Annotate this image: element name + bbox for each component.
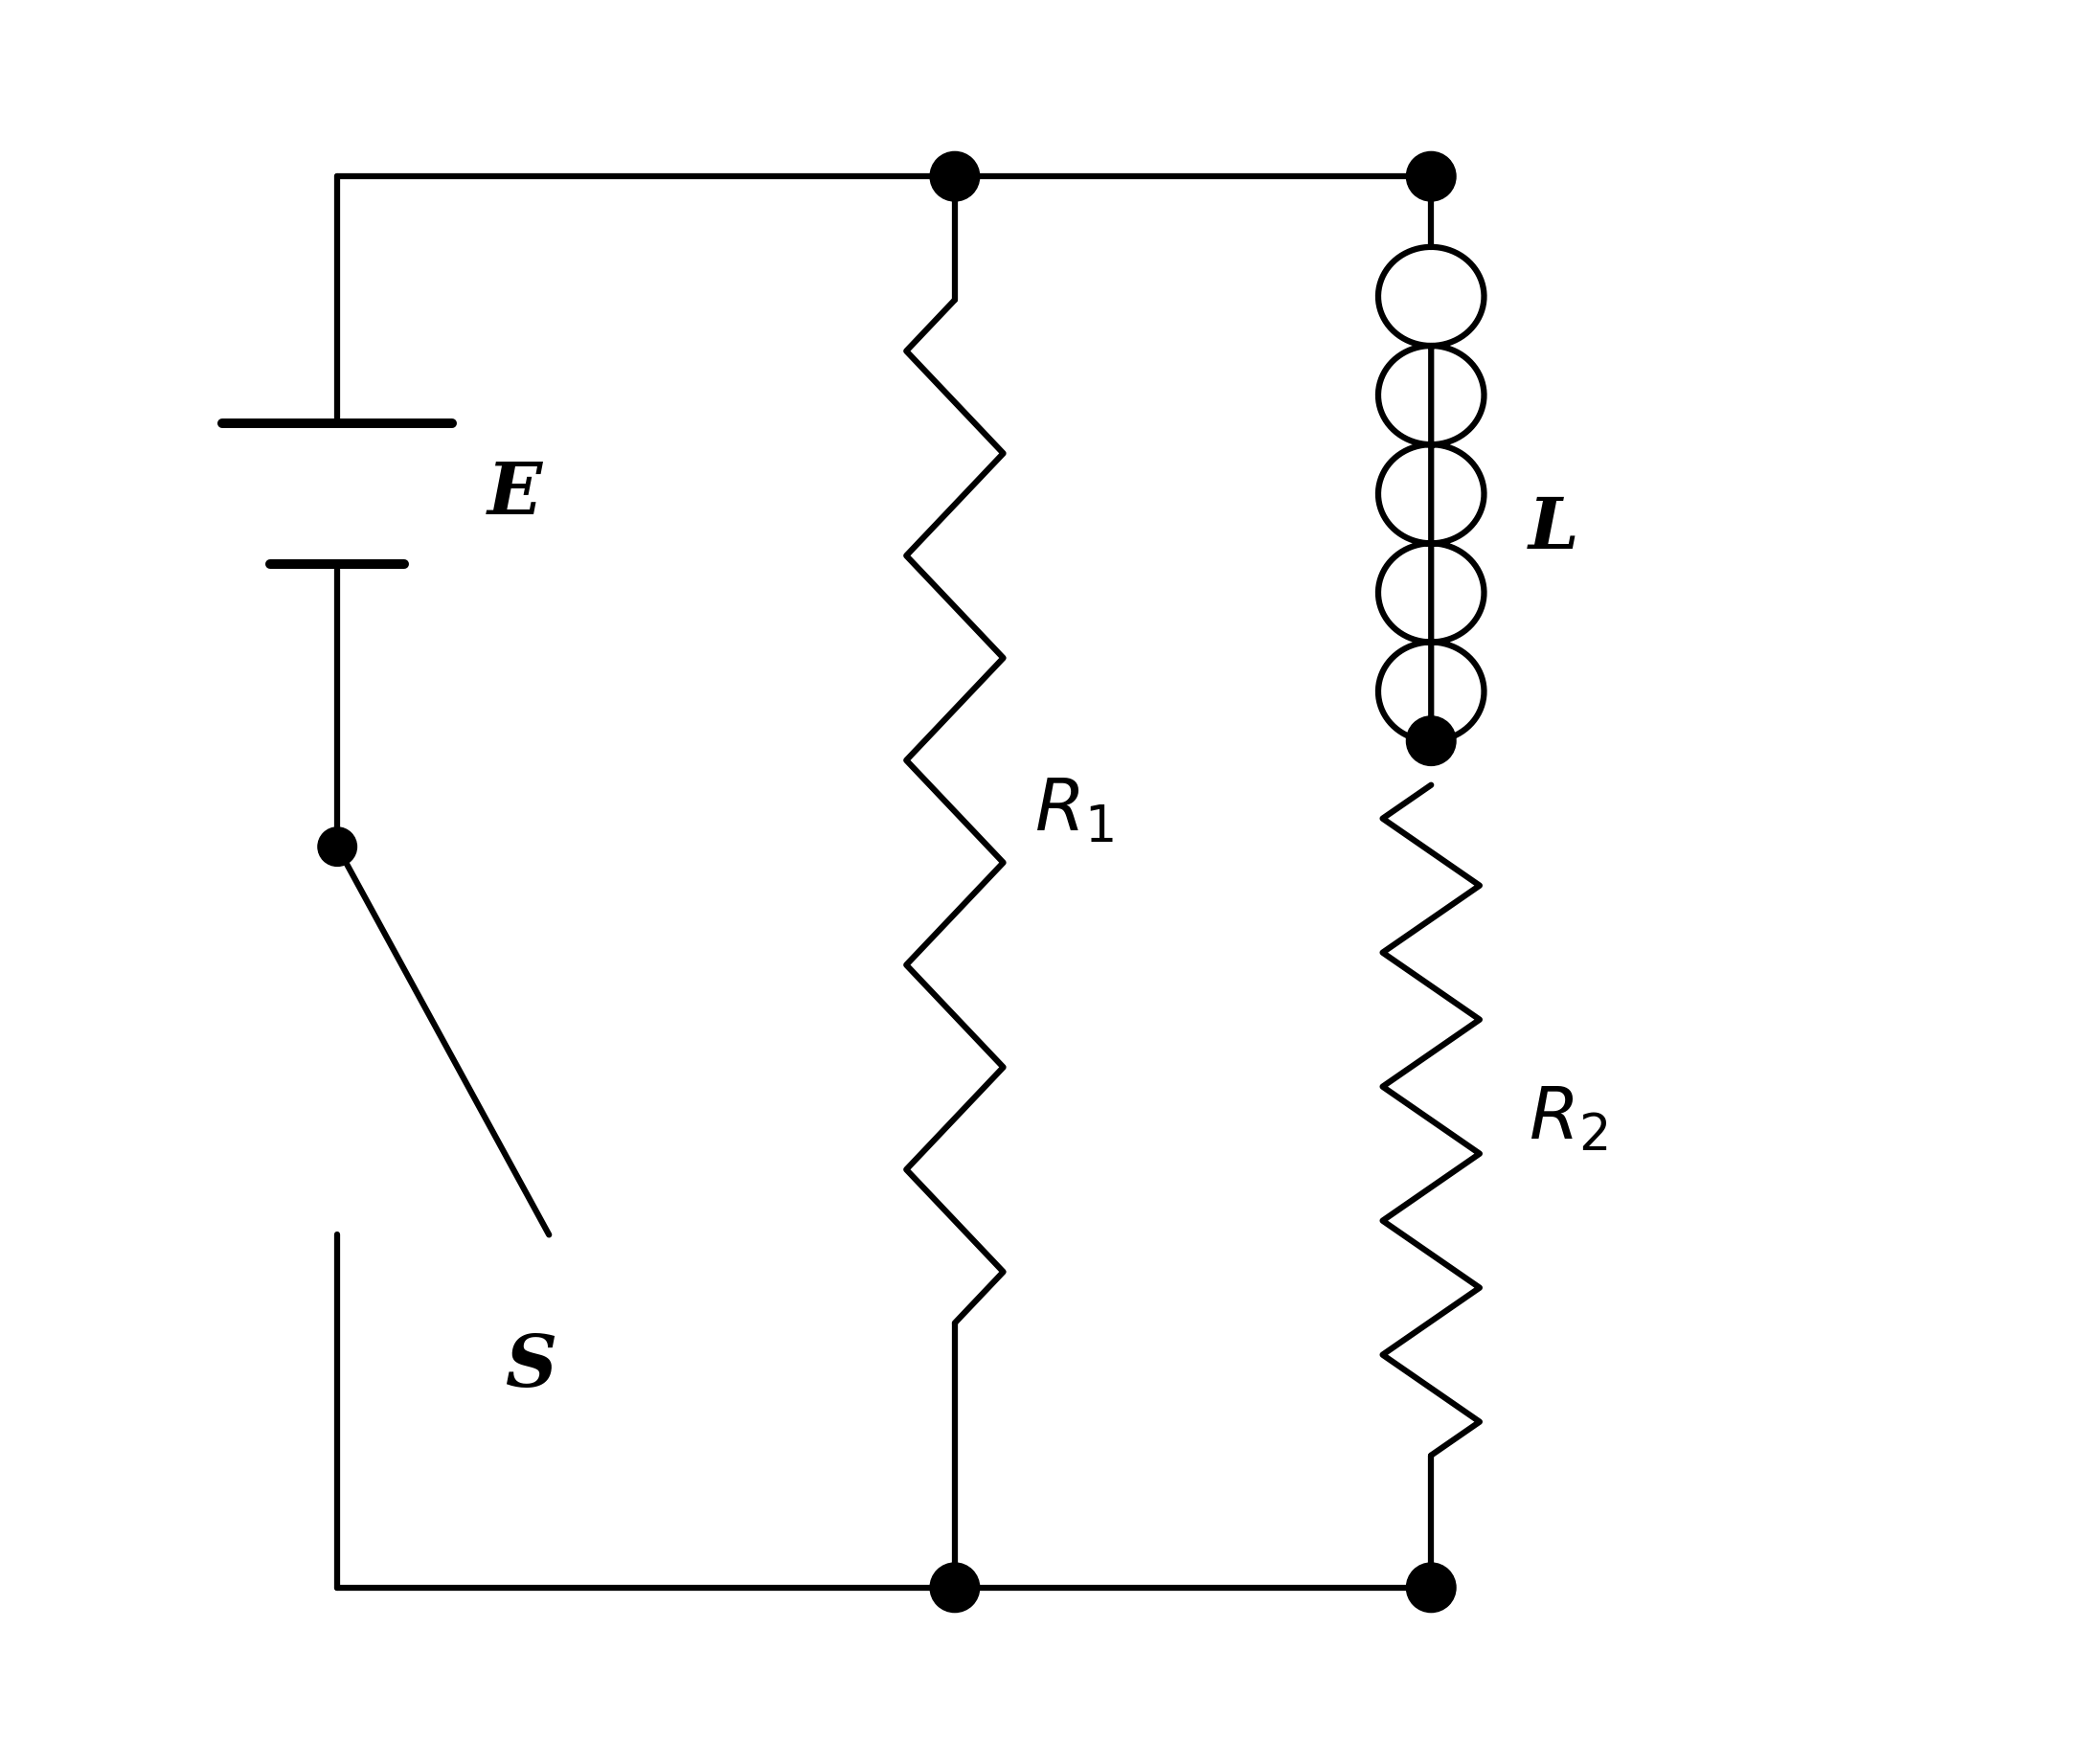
Text: $R_1$: $R_1$ bbox=[1035, 776, 1114, 847]
Circle shape bbox=[930, 1563, 980, 1612]
Text: E: E bbox=[488, 459, 542, 529]
Circle shape bbox=[317, 827, 357, 866]
Circle shape bbox=[1406, 152, 1456, 201]
Text: L: L bbox=[1529, 494, 1579, 564]
Text: S: S bbox=[505, 1332, 557, 1402]
Circle shape bbox=[1406, 716, 1456, 766]
Circle shape bbox=[1406, 1563, 1456, 1612]
Text: $R_2$: $R_2$ bbox=[1529, 1085, 1606, 1155]
Circle shape bbox=[930, 152, 980, 201]
